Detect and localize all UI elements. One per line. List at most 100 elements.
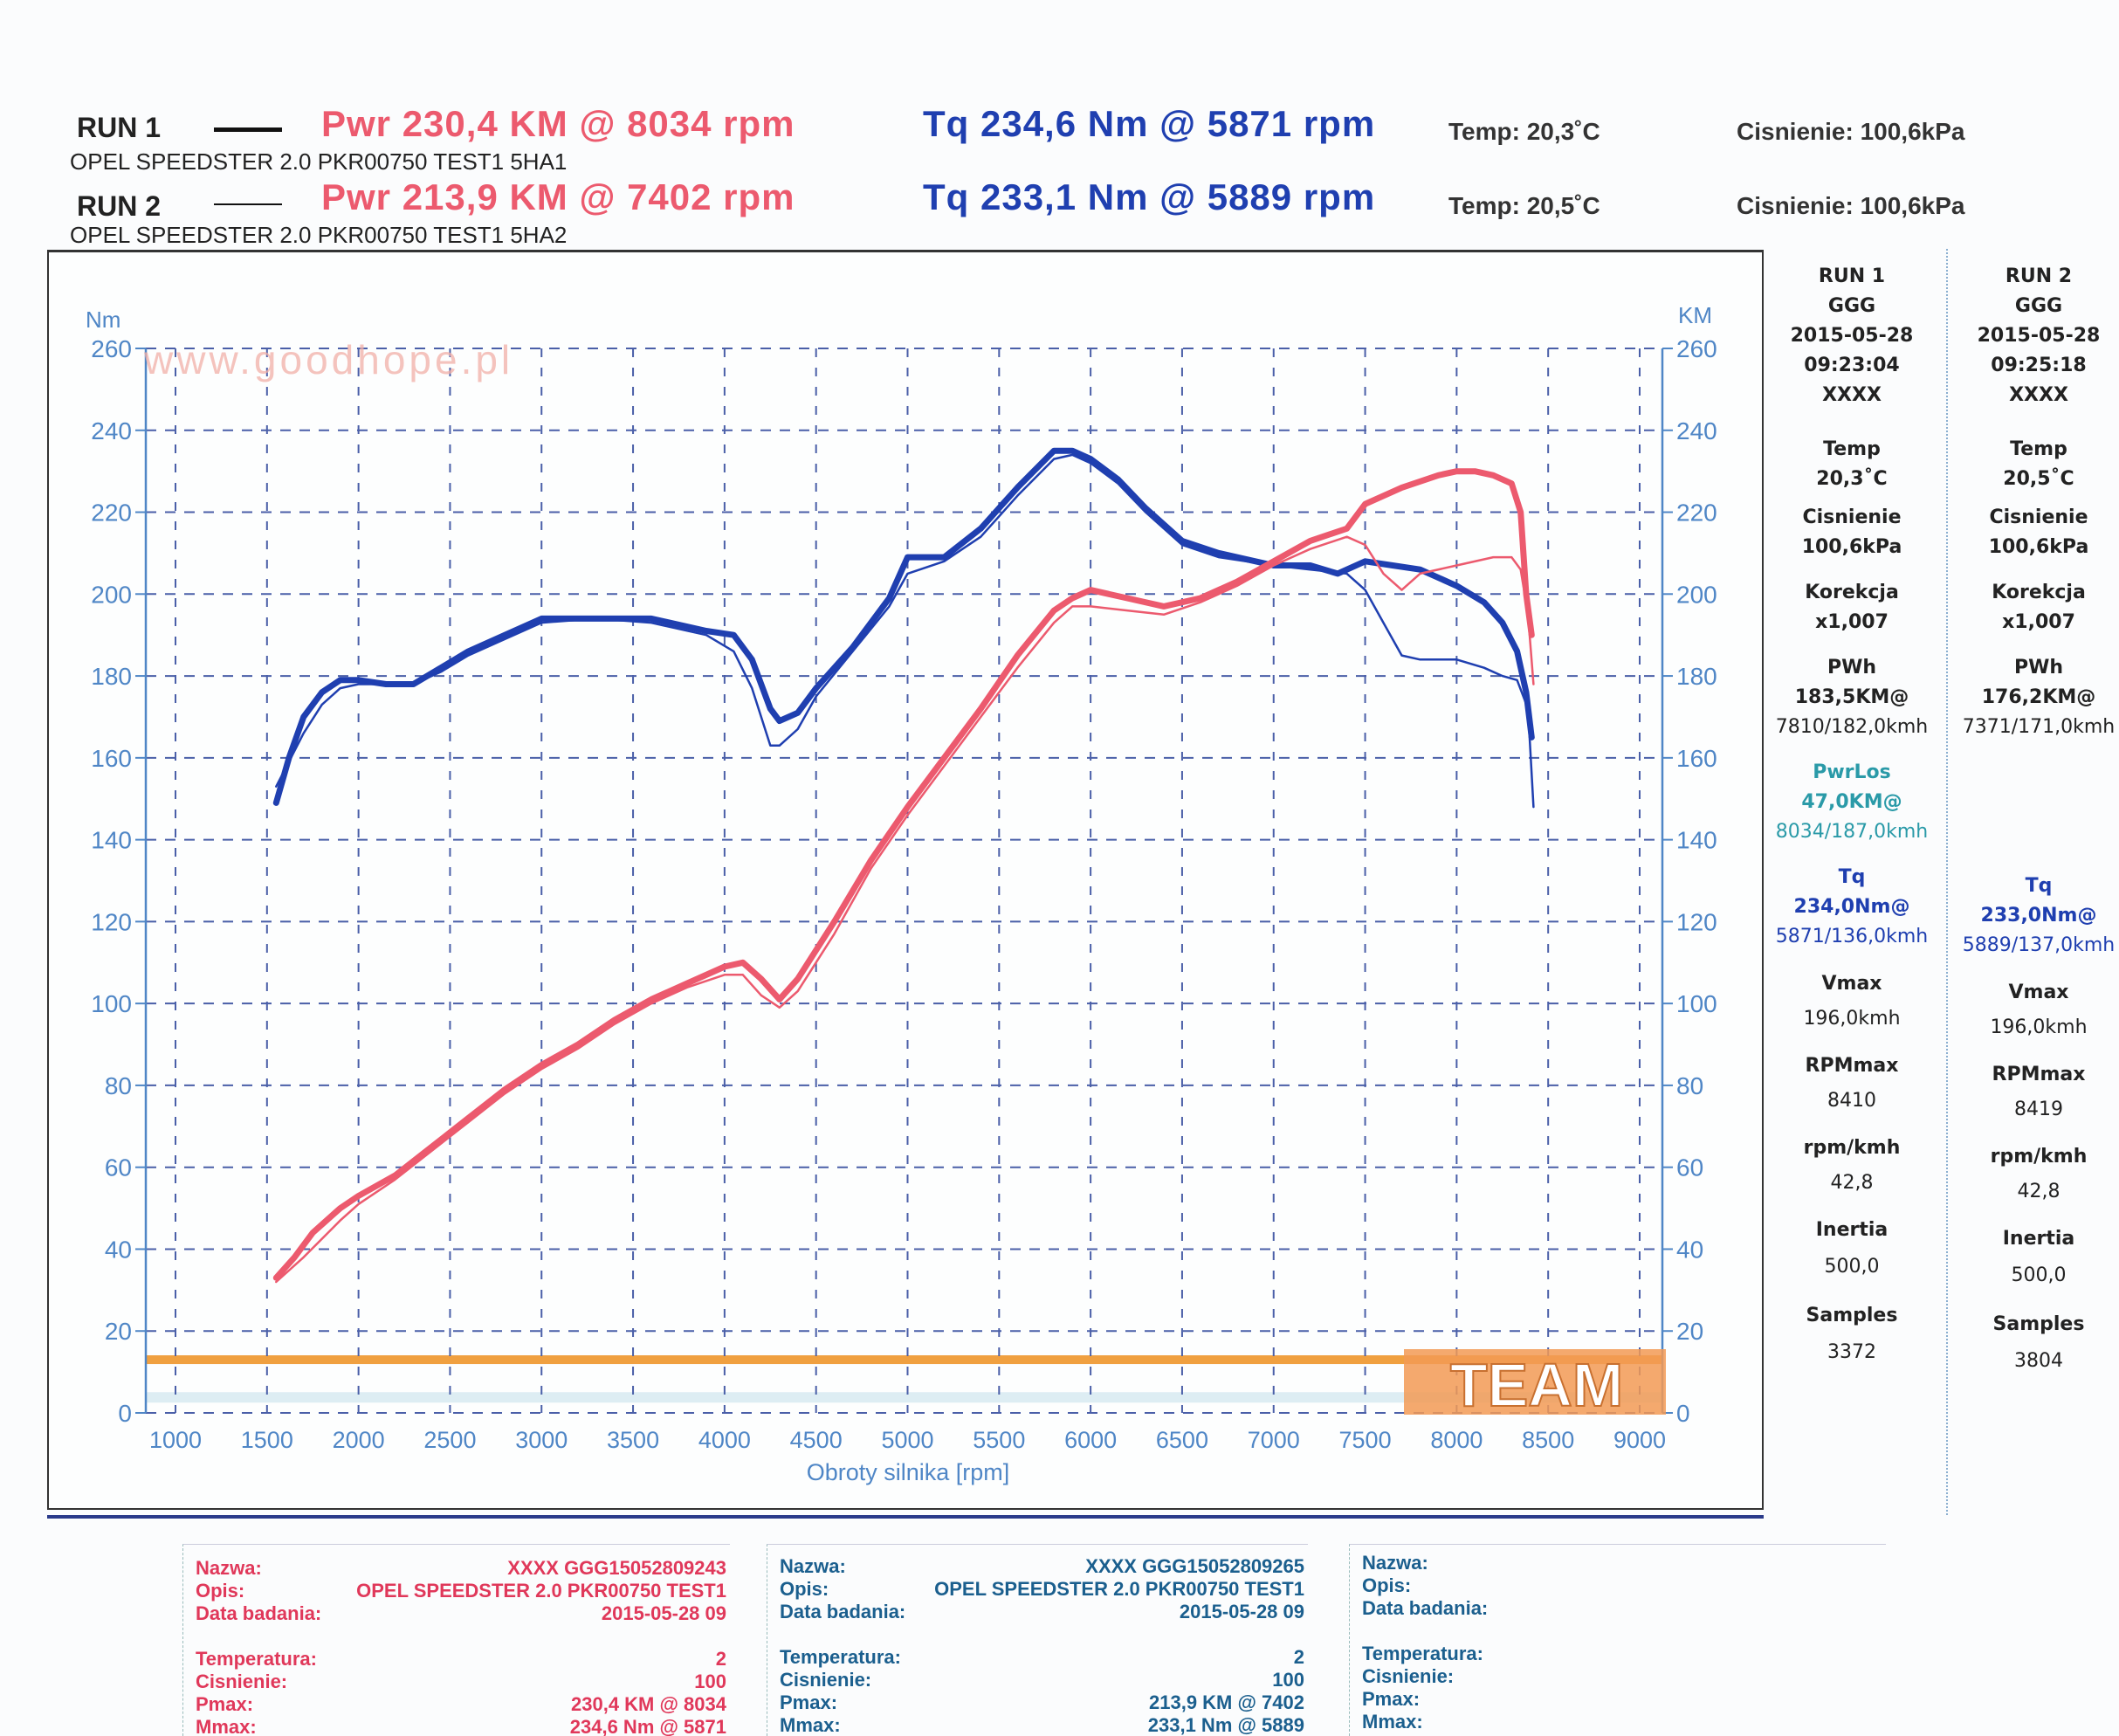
summary-box-run2: Nazwa: XXXX GGG15052809265 Opis: OPEL SPEE… bbox=[767, 1544, 1308, 1736]
grid-layer bbox=[146, 348, 1662, 1414]
series-line-run-2-power-km bbox=[275, 535, 1535, 1284]
y-tick-label-left: 20 bbox=[105, 1318, 132, 1345]
mmax-label: Mmax: bbox=[780, 1714, 841, 1736]
mmax-value: 234,6 Nm @ 5871 bbox=[569, 1716, 726, 1736]
inertia-value: 500,0 bbox=[1824, 1256, 1880, 1278]
cyan-band bbox=[146, 1392, 1662, 1403]
y-tick-label-right: 200 bbox=[1676, 581, 1717, 608]
y-tick-label-left: 220 bbox=[91, 499, 132, 527]
chart-frame-bottom-rule bbox=[47, 1515, 1764, 1519]
tq-value: 234,0Nm@ bbox=[1793, 896, 1910, 918]
rpmmax-value: 8410 bbox=[1827, 1090, 1876, 1112]
x-tick-label: 4000 bbox=[698, 1427, 751, 1453]
run2-label: RUN 2 bbox=[77, 190, 162, 222]
run2-line-sample bbox=[214, 203, 282, 205]
tq-label: Tq bbox=[1838, 866, 1866, 888]
ratio-value: 42,8 bbox=[1830, 1172, 1874, 1194]
pressure-label: Cisnienie bbox=[1989, 506, 2088, 528]
run1-pressure: Cisnienie: 100,6kPa bbox=[1737, 118, 1965, 145]
series-line-run-1-power-km bbox=[272, 468, 1535, 1281]
desc-value: OPEL SPEEDSTER 2.0 PKR00750 TEST1 bbox=[934, 1578, 1304, 1600]
y-tick-label-right: 60 bbox=[1676, 1154, 1703, 1181]
y-tick-label-right: 260 bbox=[1676, 335, 1717, 362]
y-tick-label-left: 0 bbox=[118, 1400, 132, 1427]
date: 2015-05-28 bbox=[1977, 325, 2101, 347]
pressure-value: 100 bbox=[694, 1671, 726, 1692]
mmax-label: Mmax: bbox=[196, 1716, 257, 1736]
run2-torque-peak: Tq 233,1 Nm @ 5889 rpm bbox=[923, 176, 1376, 217]
samples-label: Samples bbox=[1992, 1313, 2085, 1335]
pwh-at: 7371/171,0kmh bbox=[1962, 716, 2116, 738]
x-tick-label: 7000 bbox=[1248, 1427, 1300, 1453]
samples-label: Samples bbox=[1806, 1305, 1898, 1326]
name-label: Nazwa: bbox=[196, 1557, 262, 1579]
pwh-label: PWh bbox=[1827, 657, 1877, 679]
y-tick-label-right: 220 bbox=[1676, 499, 1717, 527]
inertia-value: 500,0 bbox=[2011, 1264, 2067, 1286]
side-panel-divider bbox=[1946, 249, 1948, 1515]
y-tick-label-right: 160 bbox=[1676, 745, 1717, 772]
run2-temp: Temp: 20,5˚C bbox=[1448, 192, 1600, 219]
y-axis-right-label: KM bbox=[1678, 302, 1712, 328]
date-value: 2015-05-28 09 bbox=[1179, 1601, 1304, 1622]
operator: GGG bbox=[1827, 295, 1876, 317]
y-tick-label-left: 160 bbox=[91, 745, 132, 772]
run-title: RUN 1 bbox=[1818, 265, 1886, 287]
side-panel-run2: RUN 2 GGG 2015-05-28 09:25:18 XXXX Temp … bbox=[1951, 262, 2119, 1376]
summary-box-empty: Nazwa: Opis: Data badania: Temperatura: … bbox=[1349, 1544, 1886, 1736]
temp-value: 2 bbox=[1293, 1646, 1304, 1668]
x-tick-label: 9000 bbox=[1613, 1427, 1666, 1453]
y-tick-label-right: 40 bbox=[1676, 1236, 1703, 1263]
y-tick-label-left: 180 bbox=[91, 663, 132, 690]
name-label: Nazwa: bbox=[780, 1555, 846, 1577]
user: XXXX bbox=[1822, 384, 1882, 406]
run1-label: RUN 1 bbox=[77, 112, 162, 143]
band-layer bbox=[146, 1355, 1662, 1403]
orange-band bbox=[146, 1355, 1662, 1365]
x-tick-label: 5000 bbox=[881, 1427, 933, 1453]
run1-line-sample bbox=[214, 127, 282, 132]
y-tick-label-right: 20 bbox=[1676, 1318, 1703, 1345]
correction-value: x1,007 bbox=[2002, 611, 2075, 633]
temp-label: Temp bbox=[1823, 438, 1881, 460]
vmax-value: 196,0kmh bbox=[1803, 1008, 1901, 1030]
x-tick-label: 5500 bbox=[973, 1427, 1025, 1453]
pwh-at: 7810/182,0kmh bbox=[1775, 716, 1929, 738]
x-tick-label: 7500 bbox=[1339, 1427, 1392, 1453]
date-label: Data badania: bbox=[780, 1601, 906, 1622]
pressure-label: Cisnienie: bbox=[1362, 1665, 1455, 1687]
correction-value: x1,007 bbox=[1815, 611, 1889, 633]
temp-value: 20,5˚C bbox=[2003, 468, 2074, 490]
tq-label: Tq bbox=[2025, 875, 2053, 897]
date-label: Data badania: bbox=[196, 1602, 322, 1624]
temp-label: Temperatura: bbox=[196, 1648, 317, 1670]
y-tick-label-right: 140 bbox=[1676, 827, 1717, 854]
temp-value: 2 bbox=[715, 1648, 726, 1670]
side-panel-run1: RUN 1 GGG 2015-05-28 09:23:04 XXXX Temp … bbox=[1765, 262, 1939, 1367]
x-tick-label: 6500 bbox=[1156, 1427, 1208, 1453]
y-tick-label-left: 60 bbox=[105, 1154, 132, 1181]
desc-label: Opis: bbox=[780, 1578, 829, 1600]
samples-value: 3372 bbox=[1827, 1341, 1876, 1363]
inertia-label: Inertia bbox=[2002, 1228, 2075, 1250]
team-logo: TEAM bbox=[1404, 1349, 1666, 1420]
pwrlos-value: 47,0KM@ bbox=[1801, 791, 1902, 813]
rpmmax-label: RPMmax bbox=[1805, 1055, 1899, 1077]
tq-at: 5889/137,0kmh bbox=[1962, 934, 2116, 956]
name-label: Nazwa: bbox=[1362, 1552, 1428, 1574]
run2-description: OPEL SPEEDSTER 2.0 PKR00750 TEST1 5HA2 bbox=[70, 222, 568, 248]
watermark-text: www.goodhope.pl bbox=[143, 337, 513, 382]
pwrlos-at: 8034/187,0kmh bbox=[1775, 821, 1929, 843]
temp-label: Temp bbox=[2010, 438, 2067, 460]
ratio-label: rpm/kmh bbox=[1990, 1146, 2088, 1168]
pmax-value: 230,4 KM @ 8034 bbox=[571, 1693, 726, 1715]
pwh-label: PWh bbox=[2013, 657, 2064, 679]
y-tick-label-right: 100 bbox=[1676, 990, 1717, 1017]
y-tick-label-right: 120 bbox=[1676, 908, 1717, 935]
x-axis-label: Obroty silnika [rpm] bbox=[807, 1459, 1010, 1485]
y-tick-label-left: 100 bbox=[91, 990, 132, 1017]
date-value: 2015-05-28 09 bbox=[601, 1602, 726, 1624]
name-value: XXXX GGG15052809243 bbox=[507, 1557, 726, 1579]
run1-temp: Temp: 20,3˚C bbox=[1448, 118, 1600, 145]
date-label: Data badania: bbox=[1362, 1597, 1489, 1619]
